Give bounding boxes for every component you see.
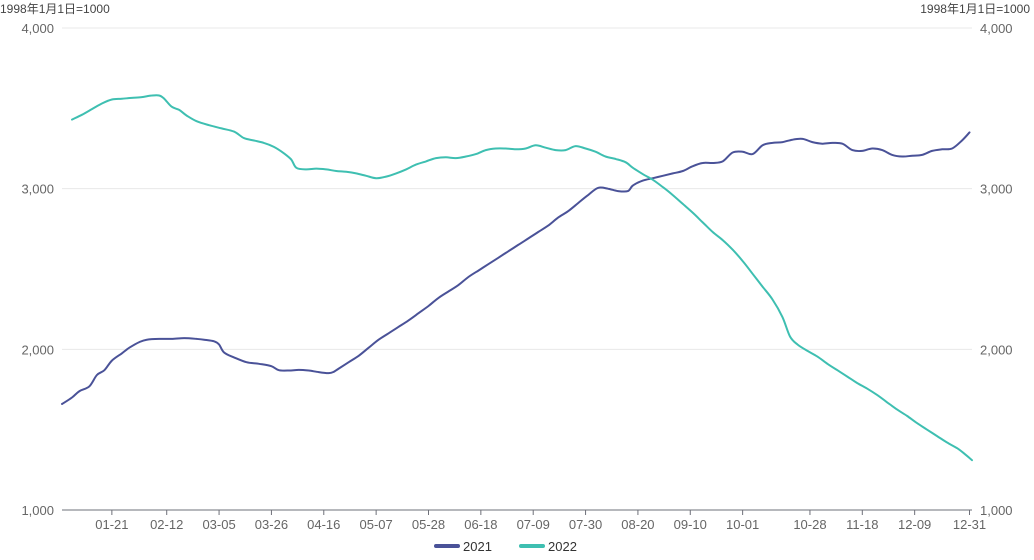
x-tick-label: 12-09 <box>898 517 931 532</box>
x-tick-label: 11-18 <box>846 517 878 532</box>
legend-label: 2022 <box>548 539 577 554</box>
y-tick-label-left: 2,000 <box>21 342 54 357</box>
y-tick-label-right: 1,000 <box>980 503 1013 518</box>
legend[interactable]: 2021 2022 <box>434 539 577 554</box>
x-tick-label: 07-09 <box>517 517 550 532</box>
y-tick-label-left: 3,000 <box>21 182 54 197</box>
legend-item-2022[interactable]: 2022 <box>519 539 577 554</box>
series-line-2021 <box>61 131 971 405</box>
x-tick-label: 06-18 <box>464 517 497 532</box>
x-tick-label: 04-16 <box>307 517 340 532</box>
x-axis-ticks: 01-21 02-12 03-05 03-26 04-16 05-07 05-28 06-18… <box>95 510 986 532</box>
y-axis-right: 1,000 2,000 3,000 4,000 <box>980 21 1013 518</box>
x-tick-label: 02-12 <box>150 517 183 532</box>
x-tick-label: 07-30 <box>569 517 602 532</box>
unit-note-left: 1998年1月1日=1000 <box>0 2 110 16</box>
unit-note-right: 1998年1月1日=1000 <box>920 2 1030 16</box>
x-tick-label: 10-28 <box>793 517 826 532</box>
y-axis-left: 1,000 2,000 3,000 4,000 <box>21 21 54 518</box>
y-tick-label-right: 2,000 <box>980 342 1013 357</box>
y-tick-label-right: 4,000 <box>980 21 1013 36</box>
x-tick-label: 05-07 <box>360 517 393 532</box>
x-tick-label: 01-21 <box>95 517 128 532</box>
legend-label: 2021 <box>463 539 492 554</box>
legend-item-2021[interactable]: 2021 <box>434 539 492 554</box>
y-tick-label-left: 1,000 <box>21 503 54 518</box>
x-tick-label: 03-26 <box>255 517 288 532</box>
gridlines <box>62 27 972 350</box>
x-tick-label: 09-10 <box>674 517 707 532</box>
series-line-2022 <box>71 94 973 462</box>
y-tick-label-left: 4,000 <box>21 21 54 36</box>
x-tick-label: 08-20 <box>621 517 654 532</box>
y-tick-label-right: 3,000 <box>980 182 1013 197</box>
x-tick-label: 05-28 <box>412 517 445 532</box>
x-tick-label: 03-05 <box>202 517 235 532</box>
series-lines <box>61 94 973 462</box>
x-tick-label: 10-01 <box>726 517 759 532</box>
x-tick-label: 12-31 <box>953 517 986 532</box>
